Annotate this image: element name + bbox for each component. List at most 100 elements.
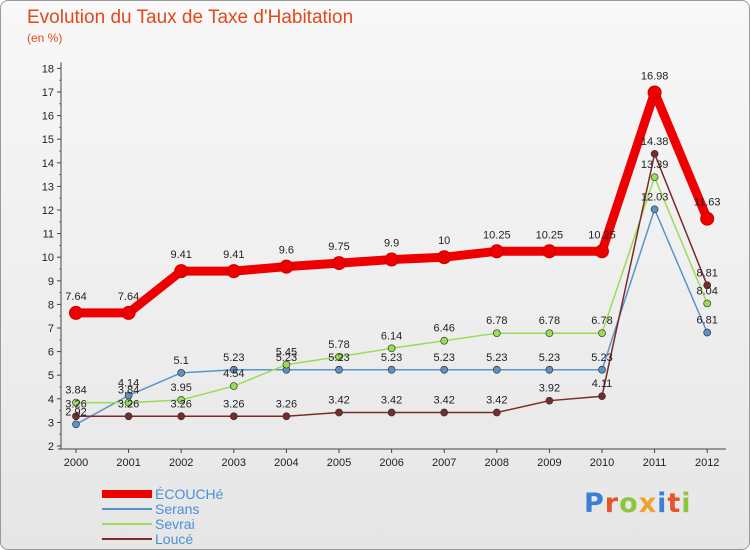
data-label: 11.63 bbox=[694, 197, 721, 209]
data-label: 6.81 bbox=[696, 314, 717, 326]
data-point bbox=[335, 352, 343, 361]
y-tick-label: 9 bbox=[48, 276, 54, 288]
y-tick-label: 12 bbox=[42, 205, 54, 217]
y-tick-label: 17 bbox=[42, 87, 54, 99]
y-tick-label: 8 bbox=[48, 299, 54, 311]
data-point bbox=[177, 396, 186, 404]
data-label: 10.25 bbox=[483, 229, 511, 241]
data-point bbox=[72, 420, 80, 429]
y-tick-label: 4 bbox=[48, 394, 54, 406]
data-label: 5.23 bbox=[381, 352, 402, 364]
data-point bbox=[229, 412, 238, 421]
data-point bbox=[282, 412, 291, 421]
series-line bbox=[71, 87, 712, 318]
data-point bbox=[279, 259, 294, 274]
data-point bbox=[72, 398, 80, 407]
data-label: 3.26 bbox=[276, 398, 297, 410]
data-label: 7.64 bbox=[65, 291, 86, 303]
data-point bbox=[440, 408, 449, 417]
y-tick-label: 5 bbox=[48, 370, 54, 382]
data-label: 3.42 bbox=[433, 394, 454, 406]
data-point bbox=[647, 85, 662, 100]
data-point bbox=[492, 329, 501, 338]
x-tick-label: 2008 bbox=[485, 457, 509, 469]
data-point bbox=[492, 365, 501, 374]
y-tick-label: 7 bbox=[48, 323, 54, 335]
data-label: 5.23 bbox=[591, 352, 612, 364]
legend-swatch bbox=[102, 490, 152, 498]
data-point bbox=[72, 412, 80, 421]
data-label: 6.46 bbox=[433, 323, 454, 335]
data-label: 8.04 bbox=[696, 285, 717, 297]
data-point bbox=[542, 244, 557, 259]
legend-item: Sevrai bbox=[101, 515, 223, 532]
data-label: 10.25 bbox=[588, 229, 616, 241]
data-label: 9.75 bbox=[328, 241, 349, 253]
data-label: 5.23 bbox=[433, 352, 454, 364]
y-tick-label: 2 bbox=[48, 441, 54, 453]
data-label: 6.78 bbox=[539, 315, 560, 327]
x-tick-label: 2004 bbox=[274, 457, 298, 469]
data-label: 3.26 bbox=[118, 398, 139, 410]
data-label: 6.78 bbox=[486, 315, 507, 327]
data-label: 5.23 bbox=[539, 352, 560, 364]
legend-label: Sevrai bbox=[155, 515, 195, 532]
legend-swatch bbox=[102, 523, 152, 525]
data-point bbox=[174, 264, 189, 279]
x-tick-label: 2006 bbox=[379, 457, 403, 469]
data-point bbox=[545, 329, 554, 338]
chart-title: Evolution du Taux de Taxe d'Habitation bbox=[27, 7, 354, 28]
data-label: 9.41 bbox=[223, 249, 244, 261]
data-label: 4.11 bbox=[592, 378, 613, 390]
data-point bbox=[598, 392, 606, 401]
data-label: 3.42 bbox=[486, 394, 507, 406]
data-label: 13.39 bbox=[641, 159, 669, 171]
legend-label: Serans bbox=[155, 500, 200, 517]
y-tick-label: 10 bbox=[42, 252, 54, 264]
y-tick-label: 6 bbox=[48, 347, 54, 359]
x-tick-label: 2009 bbox=[537, 457, 561, 469]
data-point bbox=[595, 244, 609, 259]
logo-letter: t bbox=[667, 488, 682, 519]
legend-label: Loucé bbox=[155, 530, 194, 547]
legend-item: Loucé bbox=[101, 530, 223, 547]
data-point bbox=[437, 250, 452, 265]
x-tick-label: 2011 bbox=[643, 457, 667, 469]
logo-letter: i bbox=[681, 488, 692, 519]
x-tick-label: 2003 bbox=[222, 457, 246, 469]
data-label: 12.03 bbox=[641, 191, 669, 203]
y-tick-label: 13 bbox=[42, 181, 54, 193]
data-point bbox=[440, 336, 449, 345]
chart-unit: (en %) bbox=[27, 31, 63, 45]
data-label: 5.1 bbox=[174, 355, 189, 367]
data-label: 3.92 bbox=[539, 383, 560, 395]
data-point bbox=[492, 408, 501, 417]
data-label: 9.9 bbox=[384, 238, 399, 250]
data-point bbox=[650, 173, 659, 182]
data-point bbox=[387, 408, 396, 417]
data-label: 10 bbox=[438, 235, 450, 247]
data-point bbox=[489, 244, 504, 259]
data-label: 3.26 bbox=[65, 398, 86, 410]
data-point bbox=[387, 344, 396, 353]
data-point bbox=[545, 365, 554, 374]
data-point bbox=[545, 396, 554, 405]
data-label: 9.6 bbox=[279, 245, 294, 257]
x-tick-label: 2001 bbox=[116, 457, 140, 469]
x-tick-label: 2010 bbox=[590, 457, 614, 469]
logo-letter: o bbox=[619, 488, 639, 519]
data-label: 5.23 bbox=[328, 352, 349, 364]
data-label: 14.38 bbox=[641, 136, 669, 148]
logo-letter: x bbox=[638, 488, 658, 519]
data-label: 5.23 bbox=[276, 352, 297, 364]
data-point bbox=[650, 149, 659, 158]
data-label: 3.26 bbox=[170, 398, 191, 410]
y-tick-label: 15 bbox=[42, 134, 54, 146]
data-point bbox=[226, 264, 241, 279]
data-point bbox=[177, 368, 186, 377]
data-label: 5.45 bbox=[276, 347, 297, 359]
data-label: 3.84 bbox=[65, 385, 86, 397]
y-tick-label: 3 bbox=[48, 417, 54, 429]
legend-swatch bbox=[102, 538, 152, 540]
data-label: 10.25 bbox=[536, 229, 564, 241]
